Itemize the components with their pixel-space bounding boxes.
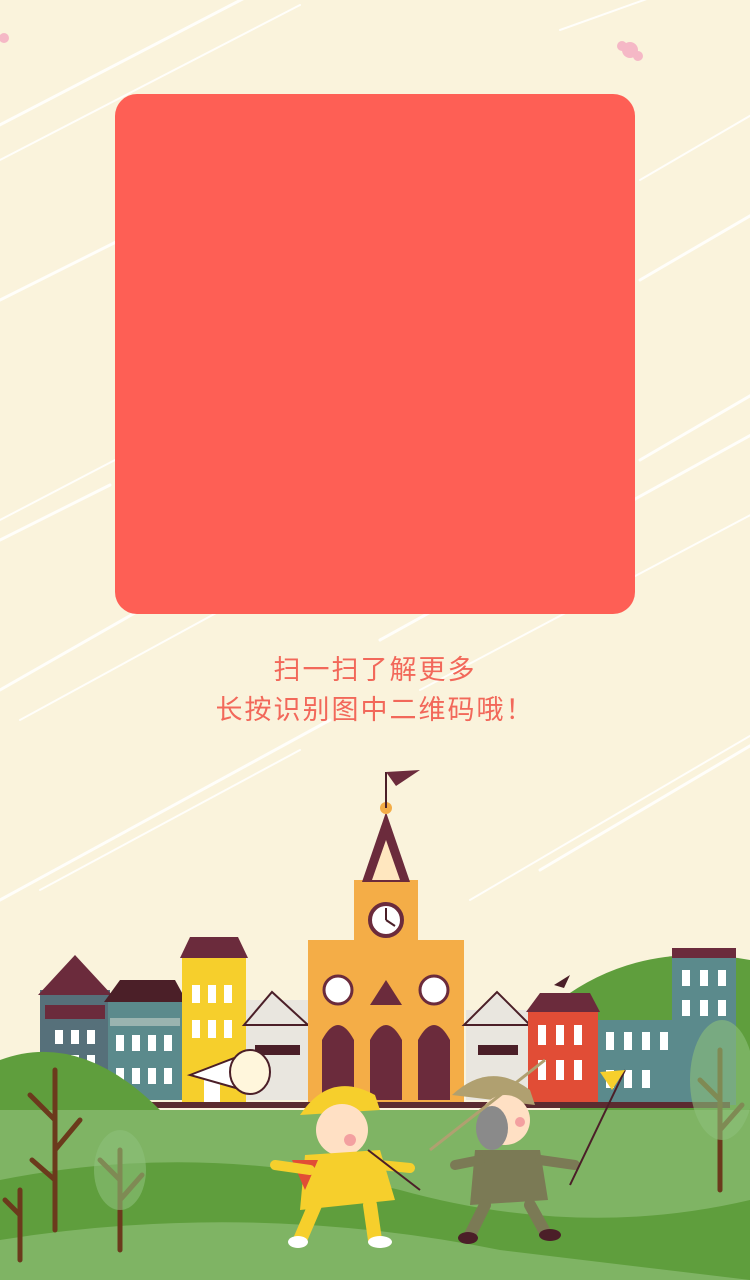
flag-icon: [386, 770, 420, 786]
building-teal-right: [598, 948, 736, 1105]
town-illustration: [0, 770, 750, 1280]
clock-tower-icon: [308, 770, 464, 1105]
building-red: [526, 975, 600, 1105]
megaphone-icon: [186, 1049, 271, 1095]
pink-decoration-icon: [0, 33, 643, 61]
boy-explorer: [429, 1058, 626, 1244]
weathervane-icon: [554, 975, 570, 988]
building-teal: [104, 980, 187, 1100]
scan-caption: 扫一扫了解更多: [273, 655, 477, 686]
building-yellow: [180, 937, 248, 1105]
long-press-caption: 长按识别图中二维码哦！: [215, 695, 535, 726]
qr-code-placeholder[interactable]: [115, 94, 635, 614]
girl-explorer: [270, 1086, 421, 1248]
